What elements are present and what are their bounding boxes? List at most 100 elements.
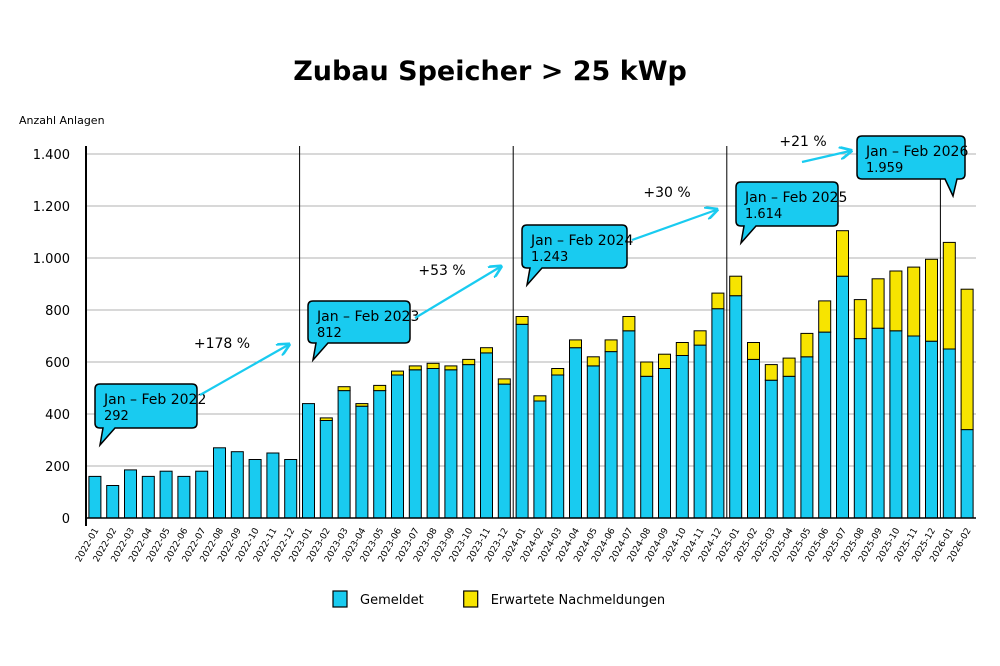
bar-segment bbox=[836, 230, 849, 277]
bar-segment bbox=[675, 342, 689, 356]
bar-segment bbox=[818, 331, 832, 519]
bar-segment bbox=[337, 386, 351, 392]
bar-segment bbox=[675, 355, 689, 519]
y-tick-label: 400 bbox=[45, 408, 70, 423]
y-tick-label: 1.000 bbox=[33, 252, 70, 267]
bar-segment bbox=[569, 347, 582, 519]
callout-title: Jan – Feb 2026 bbox=[865, 144, 968, 160]
bar-segment bbox=[373, 390, 387, 519]
bar-segment bbox=[925, 258, 938, 342]
bar-segment bbox=[355, 403, 369, 407]
bar-segment bbox=[337, 390, 351, 519]
bar-segment bbox=[391, 374, 404, 519]
bar-segment bbox=[106, 485, 120, 519]
growth-label: +30 % bbox=[643, 185, 690, 201]
bar-segment bbox=[711, 308, 725, 519]
bar-segment bbox=[141, 475, 155, 519]
bar-segment bbox=[907, 266, 921, 337]
growth-arrow bbox=[801, 151, 850, 164]
bar-segment bbox=[782, 357, 796, 377]
bar-segment bbox=[693, 330, 707, 346]
bar-segment bbox=[426, 368, 440, 519]
bar-segment bbox=[426, 362, 440, 369]
callout-bubble bbox=[856, 135, 966, 199]
bar-segment bbox=[480, 347, 493, 354]
bar-segment bbox=[195, 470, 209, 519]
bar-segment bbox=[693, 344, 707, 519]
chart-title: Zubau Speicher > 25 kWp bbox=[293, 56, 687, 87]
bar-segment bbox=[266, 452, 280, 519]
bar-segment bbox=[515, 316, 529, 325]
bar-segment bbox=[907, 335, 921, 519]
callout-title: Jan – Feb 2024 bbox=[530, 233, 633, 249]
bar-segment bbox=[853, 299, 867, 340]
bar-segment bbox=[622, 330, 636, 519]
bar-segment bbox=[319, 420, 333, 519]
callout-value: 292 bbox=[104, 409, 129, 424]
bar-segment bbox=[88, 475, 102, 519]
bar-segment bbox=[355, 405, 369, 519]
bar-segment bbox=[248, 459, 262, 519]
callout-bubble bbox=[521, 224, 628, 288]
bar-segment bbox=[284, 459, 298, 519]
y-tick-label: 0 bbox=[62, 512, 70, 527]
bar-segment bbox=[942, 348, 956, 519]
bar-segment bbox=[942, 241, 956, 350]
growth-label: +21 % bbox=[779, 134, 826, 150]
bar-segment bbox=[925, 340, 938, 519]
callout-title: Jan – Feb 2025 bbox=[744, 190, 847, 206]
legend-label: Gemeldet bbox=[360, 593, 424, 608]
y-tick-label: 200 bbox=[45, 460, 70, 475]
bar-segment bbox=[462, 364, 476, 519]
callout-bubble bbox=[735, 181, 839, 246]
bar-segment bbox=[319, 417, 333, 421]
bar-segment bbox=[569, 339, 582, 349]
bar-segment bbox=[960, 429, 974, 519]
callout-bubble bbox=[94, 383, 198, 448]
bar-segment bbox=[177, 475, 191, 519]
callout-value: 812 bbox=[317, 326, 342, 341]
bar-segment bbox=[551, 374, 565, 519]
legend-swatch bbox=[332, 590, 348, 608]
bar-segment bbox=[764, 379, 778, 519]
bar-segment bbox=[515, 323, 529, 519]
bar-segment bbox=[871, 278, 885, 329]
growth-arrow bbox=[631, 210, 716, 242]
bar-segment bbox=[586, 356, 600, 367]
bar-segment bbox=[622, 316, 636, 332]
bar-segment bbox=[836, 275, 849, 519]
bar-segment bbox=[729, 275, 743, 297]
bar-segment bbox=[444, 369, 458, 519]
bar-segment bbox=[408, 365, 422, 371]
bar-segment bbox=[533, 400, 547, 519]
y-axis-label: Anzahl Anlagen bbox=[19, 114, 105, 127]
y-tick-label: 1.400 bbox=[33, 148, 70, 163]
callout-title: Jan – Feb 2022 bbox=[103, 392, 206, 408]
legend-label: Erwartete Nachmeldungen bbox=[491, 593, 665, 608]
bar-segment bbox=[747, 342, 760, 360]
legend-swatch bbox=[463, 590, 479, 608]
bar-segment bbox=[213, 447, 226, 519]
bar-segment bbox=[729, 295, 743, 519]
bar-segment bbox=[444, 365, 458, 371]
bar-segment bbox=[408, 369, 422, 519]
callout-title: Jan – Feb 2023 bbox=[316, 309, 419, 325]
bar-segment bbox=[230, 451, 244, 519]
bar-segment bbox=[391, 370, 404, 376]
y-tick-label: 800 bbox=[45, 304, 70, 319]
bar-segment bbox=[533, 395, 547, 402]
bar-segment bbox=[658, 368, 671, 519]
bar-segment bbox=[640, 375, 654, 519]
bar-segment bbox=[889, 330, 903, 519]
bar-segment bbox=[497, 383, 511, 519]
bar-segment bbox=[462, 358, 476, 366]
bar-segment bbox=[159, 470, 173, 519]
bar-segment bbox=[497, 378, 511, 385]
bar-segment bbox=[800, 332, 814, 358]
bar-segment bbox=[604, 351, 618, 519]
